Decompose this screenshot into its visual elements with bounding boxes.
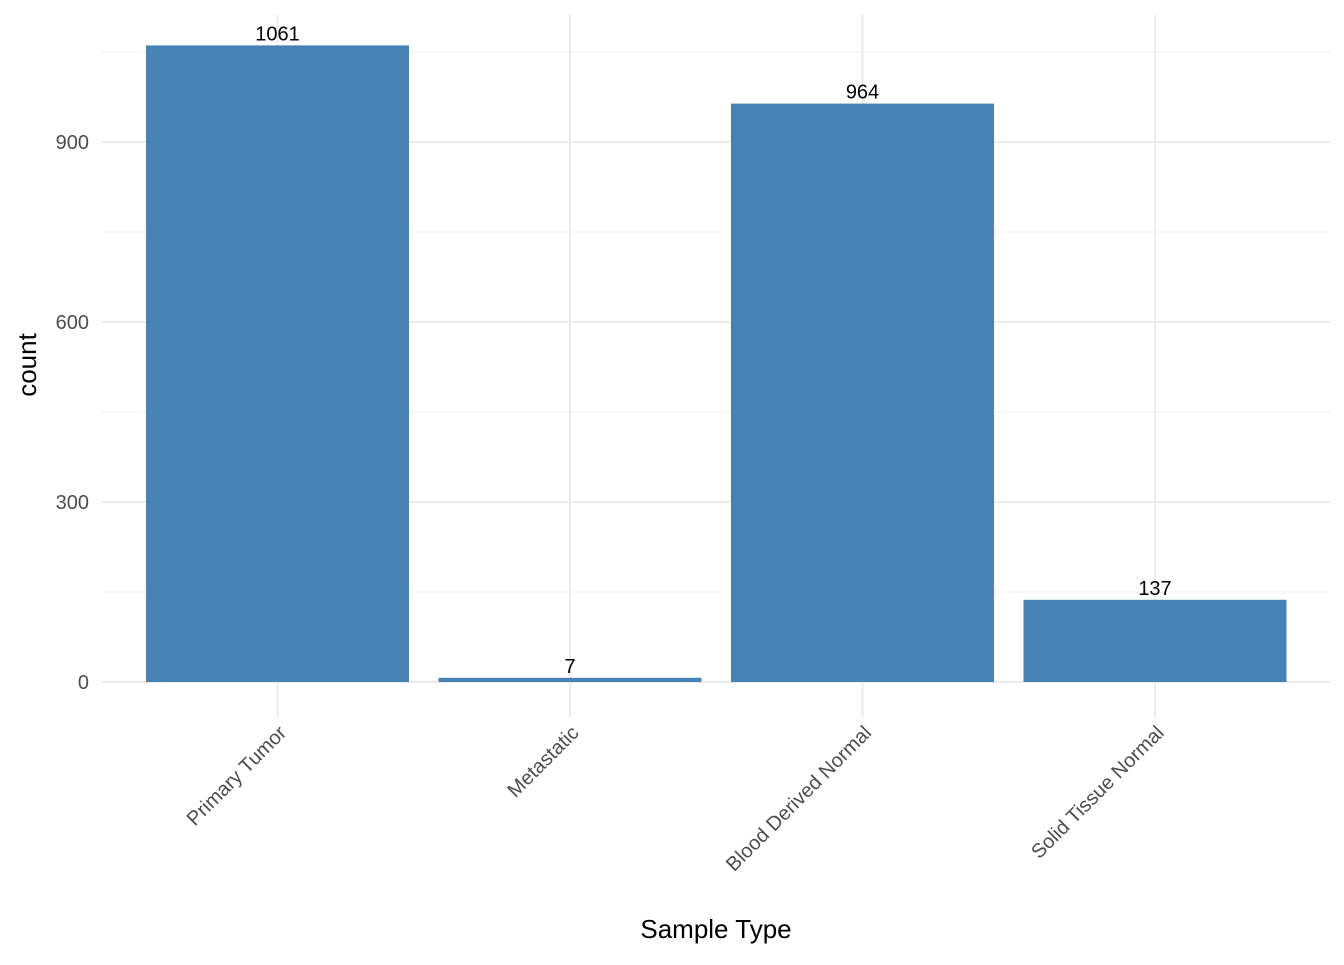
x-tick-label: Metastatic — [504, 722, 584, 802]
bar — [146, 45, 409, 682]
y-tick-label: 0 — [78, 672, 89, 694]
bar-value-label: 137 — [1138, 578, 1171, 600]
y-axis-title: count — [12, 332, 42, 396]
x-tick-label: Primary Tumor — [183, 722, 292, 831]
bar-value-label: 1061 — [255, 23, 300, 45]
x-tick-label: Solid Tissue Normal — [1027, 722, 1168, 863]
bars — [146, 45, 1287, 683]
y-tick-label: 300 — [56, 492, 89, 514]
bar-value-label: 7 — [564, 656, 575, 678]
y-tick-label: 900 — [56, 132, 89, 154]
x-axis-ticks: Primary Tumor Metastatic Blood Derived Nor… — [183, 722, 1169, 876]
x-axis-title: Sample Type — [640, 914, 791, 944]
data-labels: 1061 7 964 137 — [255, 23, 1171, 677]
bar — [438, 677, 702, 682]
bar — [1023, 599, 1287, 682]
y-axis-ticks: 0 300 600 900 — [56, 132, 89, 694]
y-tick-label: 600 — [56, 312, 89, 334]
x-tick-label: Blood Derived Normal — [722, 722, 876, 876]
bar-value-label: 964 — [846, 82, 879, 104]
bar — [731, 103, 994, 683]
